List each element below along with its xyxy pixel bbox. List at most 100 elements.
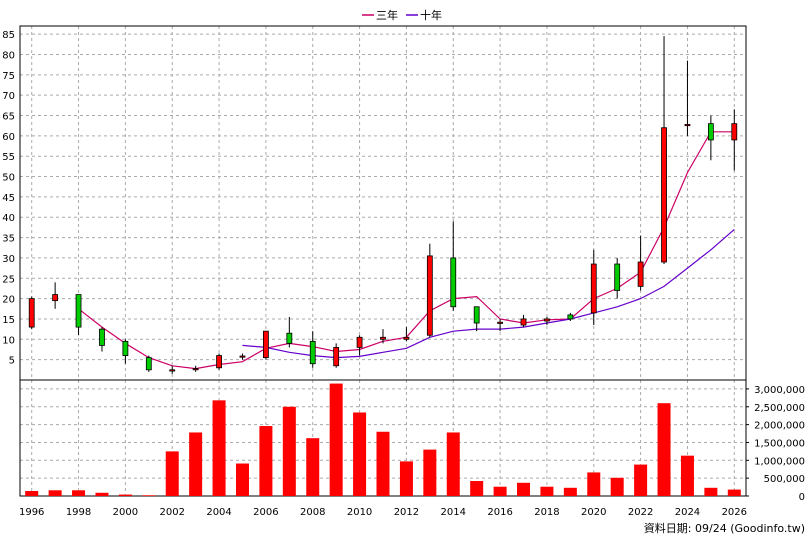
year-tick-label: 2008: [300, 507, 325, 518]
year-tick-label: 1998: [66, 507, 91, 518]
volume-bar: [517, 482, 531, 496]
year-tick-label: 2024: [675, 507, 700, 518]
ma-line-十年: [242, 228, 735, 359]
price-tick-label: 70: [2, 91, 15, 102]
price-tick-label: 45: [2, 193, 15, 204]
volume-tick-label: 1,500,000: [754, 438, 805, 449]
volume-bar: [727, 489, 741, 496]
volume-bar: [587, 472, 601, 496]
candle-body: [380, 336, 386, 340]
year-tick-label: 2002: [159, 507, 184, 518]
year-tick-label: 2000: [113, 507, 138, 518]
candle-body: [145, 357, 152, 371]
candle-body: [216, 355, 222, 369]
volume-bar: [353, 412, 367, 496]
year-tick-label: 2018: [534, 507, 559, 518]
candle-body: [590, 263, 597, 314]
volume-bar: [399, 461, 413, 496]
candle-body: [450, 257, 457, 308]
volume-bar: [540, 486, 554, 496]
candle-body: [426, 255, 433, 336]
axis-labels: 5 10 15 20 25 30 35 40 45 50 55 60 65 70 75 80 85 0 500,00…: [2, 30, 805, 518]
volume-tick-label: 500,000: [764, 474, 805, 485]
candle-body: [333, 347, 340, 367]
candle-body: [52, 294, 59, 302]
candle-body: [403, 336, 410, 340]
volume-bar: [72, 490, 86, 496]
volume-tick-label: 2,000,000: [754, 421, 805, 432]
volume-bar: [165, 451, 179, 496]
year-tick-label: 2016: [487, 507, 512, 518]
price-tick-label: 35: [2, 234, 15, 245]
candle-body: [731, 123, 738, 141]
price-tick-label: 55: [2, 152, 15, 163]
volume-bar: [634, 464, 648, 496]
candle-body: [239, 355, 246, 358]
volume-tick-label: 0: [799, 492, 805, 503]
candle-body: [707, 123, 714, 141]
candle-body: [684, 124, 691, 127]
price-tick-label: 10: [2, 335, 15, 346]
candle-body: [614, 263, 621, 291]
volume-bar: [446, 432, 460, 496]
candle-body: [544, 318, 550, 322]
volume-bar: [329, 383, 343, 496]
volume-bar: [259, 426, 273, 496]
year-tick-label: 1996: [19, 507, 44, 518]
plot-frame: [19, 25, 747, 497]
candle-body: [169, 369, 176, 372]
legend-label-10yr: 十年: [420, 8, 442, 22]
volume-bar: [306, 438, 320, 496]
candle-body: [286, 332, 293, 344]
candle-body: [75, 294, 82, 328]
candle-body: [473, 306, 480, 324]
price-tick-label: 65: [2, 112, 15, 123]
volume-bar: [680, 455, 694, 496]
price-tick-label: 30: [2, 254, 15, 265]
price-tick-label: 20: [2, 295, 15, 306]
price-tick-label: 75: [2, 71, 15, 82]
volume-bar: [212, 400, 226, 496]
candle-body: [99, 328, 105, 346]
candle-body: [637, 261, 644, 287]
volume-tick-label: 1,000,000: [754, 456, 805, 467]
price-tick-label: 5: [9, 356, 15, 367]
volume-bar: [95, 492, 109, 496]
candle-body: [567, 314, 574, 320]
candle-body: [263, 330, 269, 359]
year-tick-label: 2022: [628, 507, 653, 518]
volume-bar: [376, 431, 390, 496]
price-tick-label: 25: [2, 274, 15, 285]
volume-bar: [118, 494, 132, 496]
candle-body: [661, 127, 667, 263]
volume-bar: [142, 495, 156, 496]
volume-bar: [25, 491, 39, 496]
volume-bar: [493, 486, 507, 496]
year-tick-label: 2012: [394, 507, 419, 518]
legend-label-3yr: 三年: [376, 8, 398, 22]
candle-body: [28, 298, 35, 328]
data-date-footer: 資料日期: 09/24 (Goodinfo.tw): [644, 521, 805, 535]
grid: [20, 26, 746, 497]
volume-bar: [657, 403, 671, 496]
price-tick-label: 40: [2, 213, 15, 224]
year-tick-label: 2020: [581, 507, 606, 518]
candle-body: [122, 340, 129, 356]
legend: 三年 十年: [362, 8, 442, 22]
price-tick-label: 15: [2, 315, 15, 326]
candle-body: [309, 340, 316, 365]
candles: [28, 36, 738, 374]
price-tick-label: 50: [2, 173, 15, 184]
price-tick-label: 80: [2, 50, 15, 61]
volume-bar: [189, 432, 203, 496]
year-tick-label: 2004: [206, 507, 231, 518]
year-tick-label: 2014: [441, 507, 466, 518]
volume-tick-label: 3,000,000: [754, 385, 805, 396]
year-tick-label: 2026: [722, 507, 747, 518]
volume-tick-label: 2,500,000: [754, 403, 805, 414]
volume-bar: [48, 490, 62, 496]
volume-bar: [563, 487, 577, 496]
volume-bar: [235, 463, 249, 496]
